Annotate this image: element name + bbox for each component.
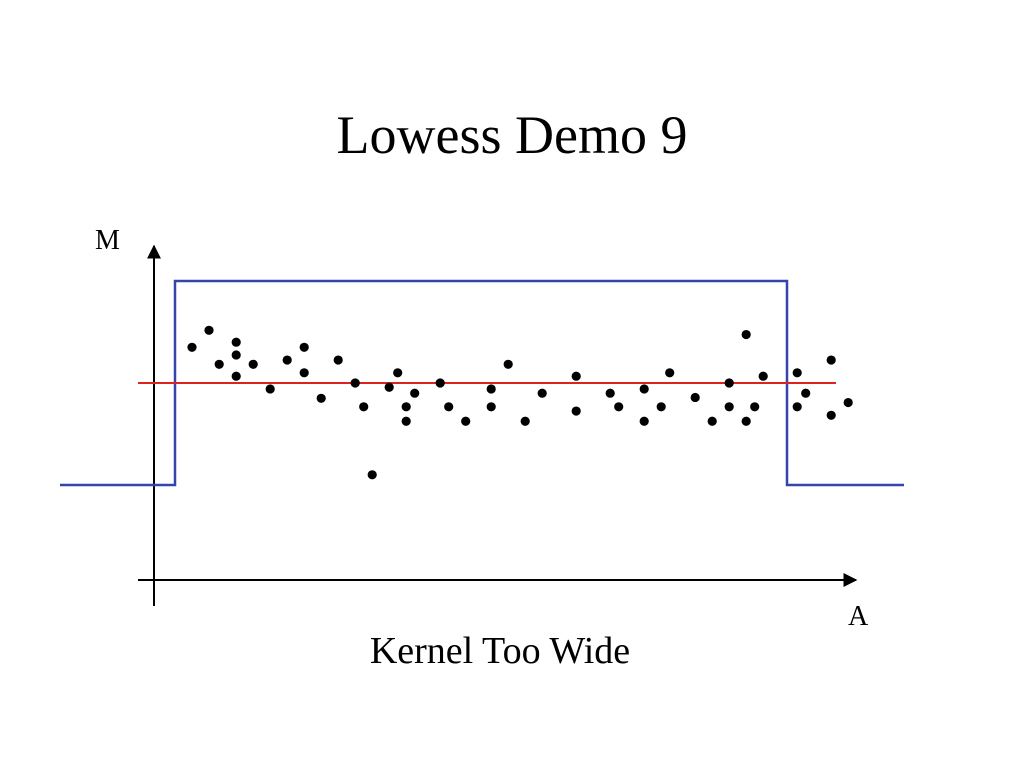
data-point	[639, 416, 649, 426]
data-point	[724, 402, 734, 412]
data-point	[204, 325, 214, 335]
x-axis-label: A	[848, 601, 869, 632]
data-point	[843, 397, 853, 408]
y-axis-label: M	[95, 225, 120, 256]
data-point	[826, 355, 836, 365]
data-point	[750, 402, 760, 412]
data-point	[265, 384, 275, 394]
data-point	[367, 470, 377, 480]
data-point	[571, 406, 581, 416]
data-point	[639, 384, 649, 394]
data-point	[461, 416, 471, 426]
data-point	[605, 388, 615, 398]
data-point	[656, 402, 666, 412]
data-point	[384, 382, 394, 392]
slide-caption: Kernel Too Wide	[369, 630, 631, 672]
data-point	[503, 359, 513, 369]
data-point	[393, 368, 403, 378]
data-point	[792, 368, 802, 378]
data-point	[350, 378, 360, 388]
data-point	[316, 393, 326, 403]
slide-title: Lowess Demo 9	[336, 105, 688, 165]
data-point	[333, 355, 343, 365]
data-point	[359, 402, 369, 412]
data-point	[486, 402, 496, 412]
data-point	[801, 388, 811, 398]
data-point	[665, 368, 675, 378]
data-point	[571, 371, 581, 381]
data-point	[758, 371, 768, 381]
data-point	[614, 402, 624, 412]
data-point	[826, 410, 836, 420]
data-point	[214, 359, 224, 369]
data-point	[282, 355, 292, 365]
kernel-window-line	[60, 279, 904, 487]
data-point	[410, 388, 420, 398]
data-point	[435, 378, 445, 388]
data-point	[444, 402, 454, 412]
data-point	[486, 384, 496, 394]
data-points	[187, 325, 853, 480]
data-point	[724, 378, 734, 388]
data-point	[401, 402, 411, 412]
data-point	[401, 416, 411, 426]
data-point	[707, 416, 717, 426]
data-point	[231, 337, 241, 347]
data-point	[741, 329, 751, 340]
data-point	[792, 402, 802, 412]
data-point	[690, 392, 700, 403]
data-point	[248, 359, 258, 369]
data-point	[299, 368, 309, 378]
data-point	[187, 342, 197, 352]
data-point	[537, 388, 547, 398]
data-point	[741, 416, 751, 426]
data-point	[299, 342, 309, 352]
data-point	[231, 371, 241, 381]
data-point	[231, 350, 241, 360]
data-point	[520, 416, 530, 426]
